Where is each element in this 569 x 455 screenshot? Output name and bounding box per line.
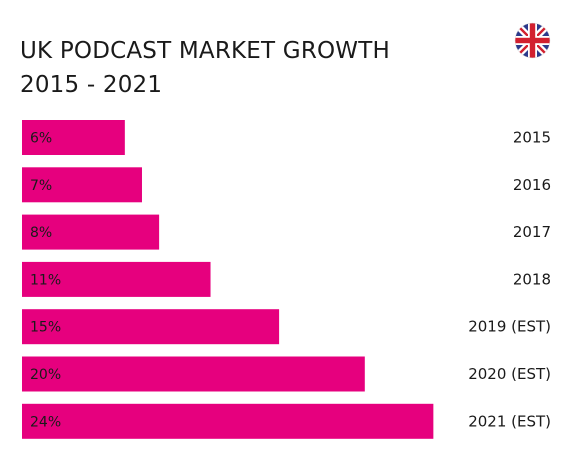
bar-value-label: 6% (30, 131, 52, 147)
bar-2018 (22, 261, 211, 297)
category-label: 2015 (513, 129, 551, 147)
bar-2016 (22, 167, 142, 203)
uk-flag-icon (514, 22, 551, 59)
bar-value-label: 8% (30, 225, 52, 241)
category-label: 2019 (EST) (468, 318, 551, 336)
bar-value-label: 20% (30, 367, 61, 383)
bar-2017 (22, 214, 160, 250)
chart-title-line-2: 2015 - 2021 (20, 72, 163, 98)
bar-2019 (EST) (22, 309, 280, 345)
category-label: 2017 (513, 223, 551, 241)
category-label: 2016 (513, 176, 551, 194)
bar-2021 (EST) (22, 403, 434, 439)
category-label: 2021 (EST) (468, 412, 551, 430)
category-label: 2018 (513, 270, 551, 288)
bar-value-label: 11% (30, 272, 61, 288)
bar-2015 (22, 120, 125, 155)
bar-2020 (EST) (22, 356, 365, 392)
chart-title: UK PODCAST MARKET GROWTH 2015 - 2021 (20, 34, 390, 102)
bar-value-label: 7% (30, 178, 52, 194)
category-label: 2020 (EST) (468, 365, 551, 383)
bar-value-label: 15% (30, 320, 61, 336)
bar-value-label: 24% (30, 414, 61, 430)
chart-title-line-1: UK PODCAST MARKET GROWTH (20, 38, 390, 64)
